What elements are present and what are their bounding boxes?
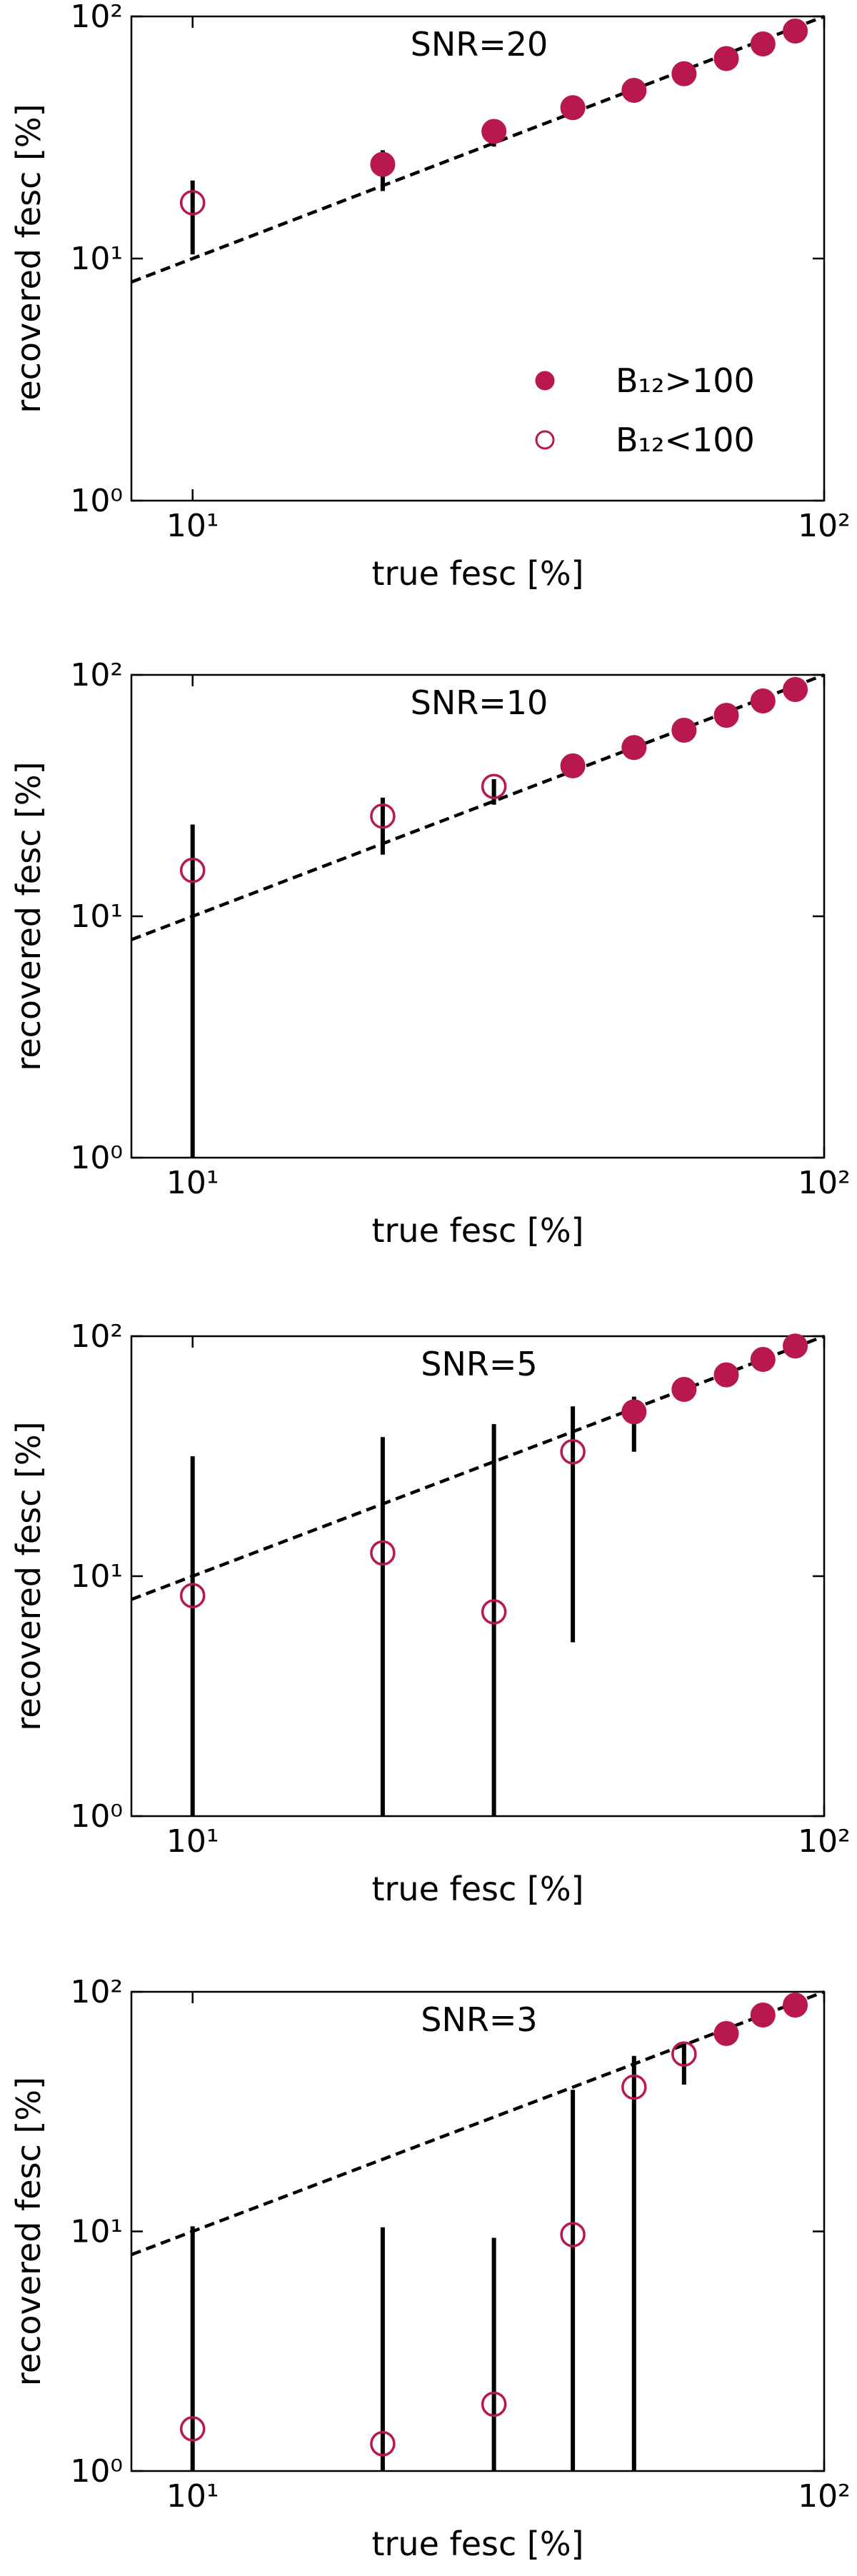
one-to-one-line [131, 14, 825, 284]
x-axis-label: true fesc [%] [371, 1211, 583, 1250]
filled-point [783, 19, 808, 44]
x-tick-label: 10² [798, 1823, 851, 1860]
open-point [370, 2431, 396, 2457]
filled-point [560, 95, 586, 121]
legend-label: B₁₂<100 [616, 421, 755, 459]
plot-frame [130, 1990, 826, 2472]
x-tick-label: 10¹ [166, 508, 219, 544]
x-axis-label: true fesc [%] [371, 1870, 583, 1908]
open-point [560, 2222, 586, 2247]
y-axis-label: recovered fesc [%] [9, 761, 48, 1071]
panel: 10¹ 10² 10⁰ 10¹ 10² true fesc [%] recovered fe… [9, 0, 851, 593]
open-point [179, 2416, 206, 2442]
legend-label: B₁₂>100 [616, 361, 755, 400]
legend-marker [535, 430, 555, 450]
open-point [370, 1540, 396, 1566]
panel-title: SNR=10 [411, 683, 548, 722]
panel: 10¹ 10² 10⁰ 10¹ 10² true fesc [%] recovered fe… [9, 1318, 851, 1908]
legend-marker [535, 371, 555, 391]
filled-point [621, 1399, 647, 1425]
filled-point [370, 151, 396, 177]
x-tick-label: 10¹ [166, 1823, 219, 1860]
y-tick-label: 10² [70, 0, 123, 35]
x-tick-label: 10² [798, 1165, 851, 1201]
filled-point [713, 2020, 739, 2046]
y-tick-label: 10⁰ [70, 1798, 123, 1835]
y-tick-label: 10⁰ [70, 1140, 123, 1176]
x-axis-label: true fesc [%] [371, 2525, 583, 2563]
filled-point [750, 31, 776, 56]
y-tick-label: 10¹ [70, 898, 123, 935]
filled-point [713, 1362, 739, 1388]
y-tick-label: 10² [70, 1974, 123, 2010]
y-tick-label: 10² [70, 1318, 123, 1355]
filled-point [750, 1347, 776, 1373]
filled-point [783, 676, 808, 702]
x-tick-label: 10² [798, 2478, 851, 2515]
filled-point [750, 688, 776, 713]
y-tick-label: 10⁰ [70, 2453, 123, 2490]
panel-title: SNR=5 [421, 1345, 537, 1383]
y-tick-label: 10² [70, 657, 123, 693]
filled-point [671, 1377, 697, 1403]
filled-point [621, 735, 647, 761]
panel: 10¹ 10² 10⁰ 10¹ 10² true fesc [%] recovered fe… [9, 657, 851, 1250]
plot-frame [130, 1335, 826, 1818]
one-to-one-line [131, 673, 825, 941]
y-axis-label: recovered fesc [%] [9, 1421, 48, 1730]
open-point [481, 1599, 507, 1625]
panel: 10¹ 10² 10⁰ 10¹ 10² true fesc [%] recovered fe… [9, 1974, 851, 2563]
y-tick-label: 10¹ [70, 2214, 123, 2250]
filled-point [783, 1993, 808, 2018]
open-point [671, 2041, 697, 2067]
open-point [621, 2074, 647, 2100]
filled-point [783, 1333, 808, 1359]
filled-point [481, 119, 507, 144]
filled-point [713, 703, 739, 728]
filled-point [750, 2003, 776, 2028]
filled-point [560, 753, 586, 778]
plot-frame [130, 673, 826, 1159]
panel-title: SNR=3 [421, 2000, 537, 2039]
panel-title: SNR=20 [411, 25, 548, 64]
open-point [179, 1583, 206, 1608]
x-tick-label: 10¹ [166, 2478, 219, 2515]
y-tick-label: 10¹ [70, 1558, 123, 1595]
open-point [179, 857, 206, 883]
open-point [481, 773, 507, 799]
x-axis-label: true fesc [%] [371, 554, 583, 593]
filled-point [671, 61, 697, 86]
x-tick-label: 10² [798, 508, 851, 544]
open-point [179, 190, 206, 216]
y-axis-label: recovered fesc [%] [9, 104, 48, 413]
y-tick-label: 10⁰ [70, 483, 123, 519]
filled-point [713, 46, 739, 71]
one-to-one-line [131, 1990, 825, 2257]
filled-point [621, 78, 647, 104]
y-axis-label: recovered fesc [%] [9, 2077, 48, 2386]
open-point [481, 2391, 507, 2417]
x-tick-label: 10¹ [166, 1165, 219, 1201]
open-point [370, 803, 396, 829]
filled-point [671, 717, 697, 743]
open-point [560, 1439, 586, 1465]
y-tick-label: 10¹ [70, 241, 123, 277]
one-to-one-line [131, 1334, 825, 1601]
